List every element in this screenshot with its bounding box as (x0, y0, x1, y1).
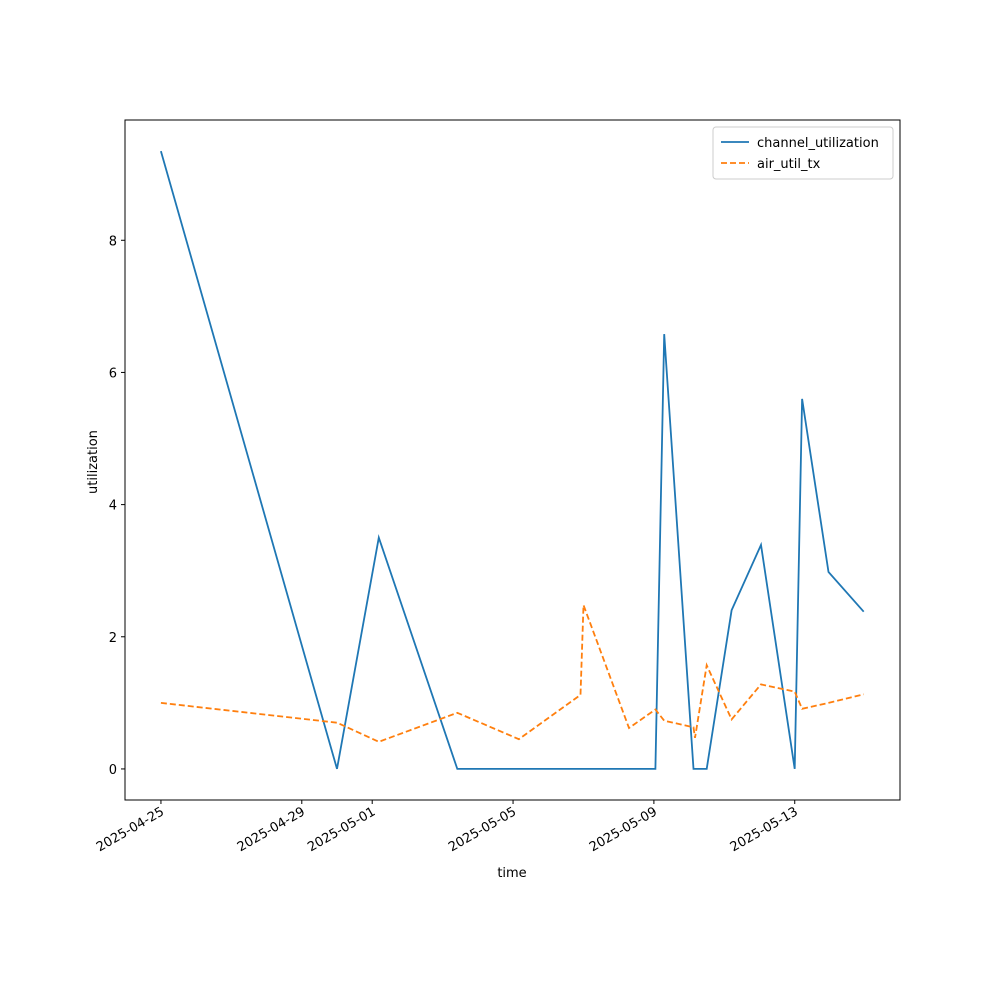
line (160, 150, 865, 770)
x-tick-label: 2025-05-13 (728, 804, 801, 855)
legend-box (712, 126, 894, 180)
x-tick-label: 2025-04-29 (235, 804, 308, 855)
y-tick-label: 4 (109, 499, 117, 514)
y-tick-label: 6 (109, 366, 117, 381)
x-tick-label: 2025-05-09 (587, 804, 660, 855)
line (160, 604, 864, 743)
legend-label: channel_utilization (757, 136, 879, 151)
legend: channel_utilization air_util_tx (712, 126, 894, 180)
y-tick-label: 0 (109, 763, 117, 778)
x-tick-label: 2025-04-25 (94, 804, 167, 855)
y-tick-label: 2 (109, 631, 117, 646)
plot-frame (124, 119, 901, 801)
x-axis-label: time (497, 866, 526, 881)
legend-label: air_util_tx (757, 157, 821, 172)
y-tick-label: 8 (109, 234, 117, 249)
y-axis-label: utilization (86, 430, 101, 494)
x-tick-label: 2025-05-05 (446, 804, 519, 855)
x-tick-label: 2025-05-01 (305, 804, 378, 855)
